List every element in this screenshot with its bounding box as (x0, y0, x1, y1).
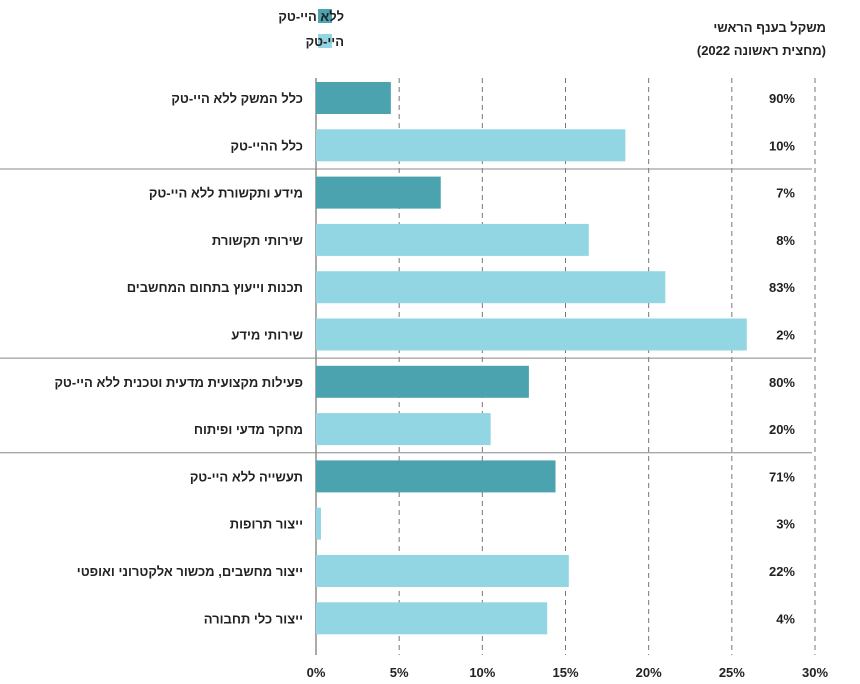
bar-9 (316, 507, 321, 540)
weight-header: משקל בענף הראשי (מחצית ראשונה 2022) (697, 20, 826, 58)
category-label-11: ייצור כלי תחבורה (204, 611, 303, 626)
bars (316, 82, 747, 635)
category-label-6: פעילות מקצועית מדעית וטכנית ללא היי-טק (54, 375, 303, 390)
bar-10 (316, 555, 569, 587)
bar-11 (316, 602, 548, 635)
weight-label-9: 3% (776, 517, 795, 532)
weight-labels: 90% 10% 7% 8% 83% 2% 80% 20% 71% 3% 22% 4% (769, 91, 795, 626)
weight-header-line-1: משקל בענף הראשי (713, 20, 826, 35)
category-label-0: כלל המשק ללא היי-טק (171, 91, 303, 106)
x-tick-label-5: 25% (719, 665, 745, 680)
x-tick-label-1: 5% (390, 665, 409, 680)
category-label-4: תכנות וייעוץ בתחום המחשבים (127, 280, 303, 295)
weight-label-4: 83% (769, 280, 795, 295)
category-labels: כלל המשק ללא היי-טק כלל ההיי-טק מידע ותקשו… (54, 91, 303, 626)
group-separators (0, 168, 812, 454)
weight-label-1: 10% (769, 138, 795, 153)
bar-5 (316, 318, 747, 351)
weight-label-6: 80% (769, 375, 795, 390)
category-label-9: ייצור תרופות (230, 517, 303, 532)
x-tick-label-4: 20% (636, 665, 662, 680)
legend-label-hitech: היי-טק (306, 34, 344, 49)
weight-label-10: 22% (769, 564, 795, 579)
legend-swatch-hitech (318, 34, 332, 48)
bar-0 (316, 82, 391, 114)
x-tick-label-0: 0% (307, 665, 326, 680)
legend: ללא היי-טק היי-טק (278, 9, 344, 49)
x-tick-label-2: 10% (469, 665, 495, 680)
bar-6 (316, 365, 529, 398)
weight-label-8: 71% (769, 469, 795, 484)
category-label-5: שירותי מידע (231, 328, 303, 343)
weight-label-0: 90% (769, 91, 795, 106)
bar-3 (316, 223, 589, 256)
bar-1 (316, 129, 626, 162)
weight-header-line-2: (מחצית ראשונה 2022) (697, 43, 826, 58)
x-tick-label-3: 15% (552, 665, 578, 680)
x-tick-label-6: 30% (802, 665, 828, 680)
legend-label-non-hitech: ללא היי-טק (278, 9, 344, 24)
weight-label-2: 7% (776, 186, 795, 201)
category-label-8: תעשייה ללא היי-טק (190, 469, 303, 484)
category-label-7: מחקר מדעי ופיתוח (194, 422, 303, 437)
bar-8 (316, 460, 556, 493)
legend-swatch-non-hitech (318, 9, 332, 23)
bar-4 (316, 271, 666, 304)
category-label-10: ייצור מחשבים, מכשור אלקטרוני ואופטי (77, 564, 303, 579)
weight-label-3: 8% (776, 233, 795, 248)
category-label-3: שירותי תקשורת (212, 233, 303, 248)
category-label-2: מידע ותקשורת ללא היי-טק (149, 186, 303, 201)
bar-7 (316, 413, 491, 446)
category-label-1: כלל ההיי-טק (231, 138, 303, 153)
bar-2 (316, 176, 441, 209)
weight-label-5: 2% (776, 328, 795, 343)
x-axis-ticks: 0% 5% 10% 15% 20% 25% 30% (307, 665, 829, 680)
weight-label-7: 20% (769, 422, 795, 437)
weight-label-11: 4% (776, 611, 795, 626)
